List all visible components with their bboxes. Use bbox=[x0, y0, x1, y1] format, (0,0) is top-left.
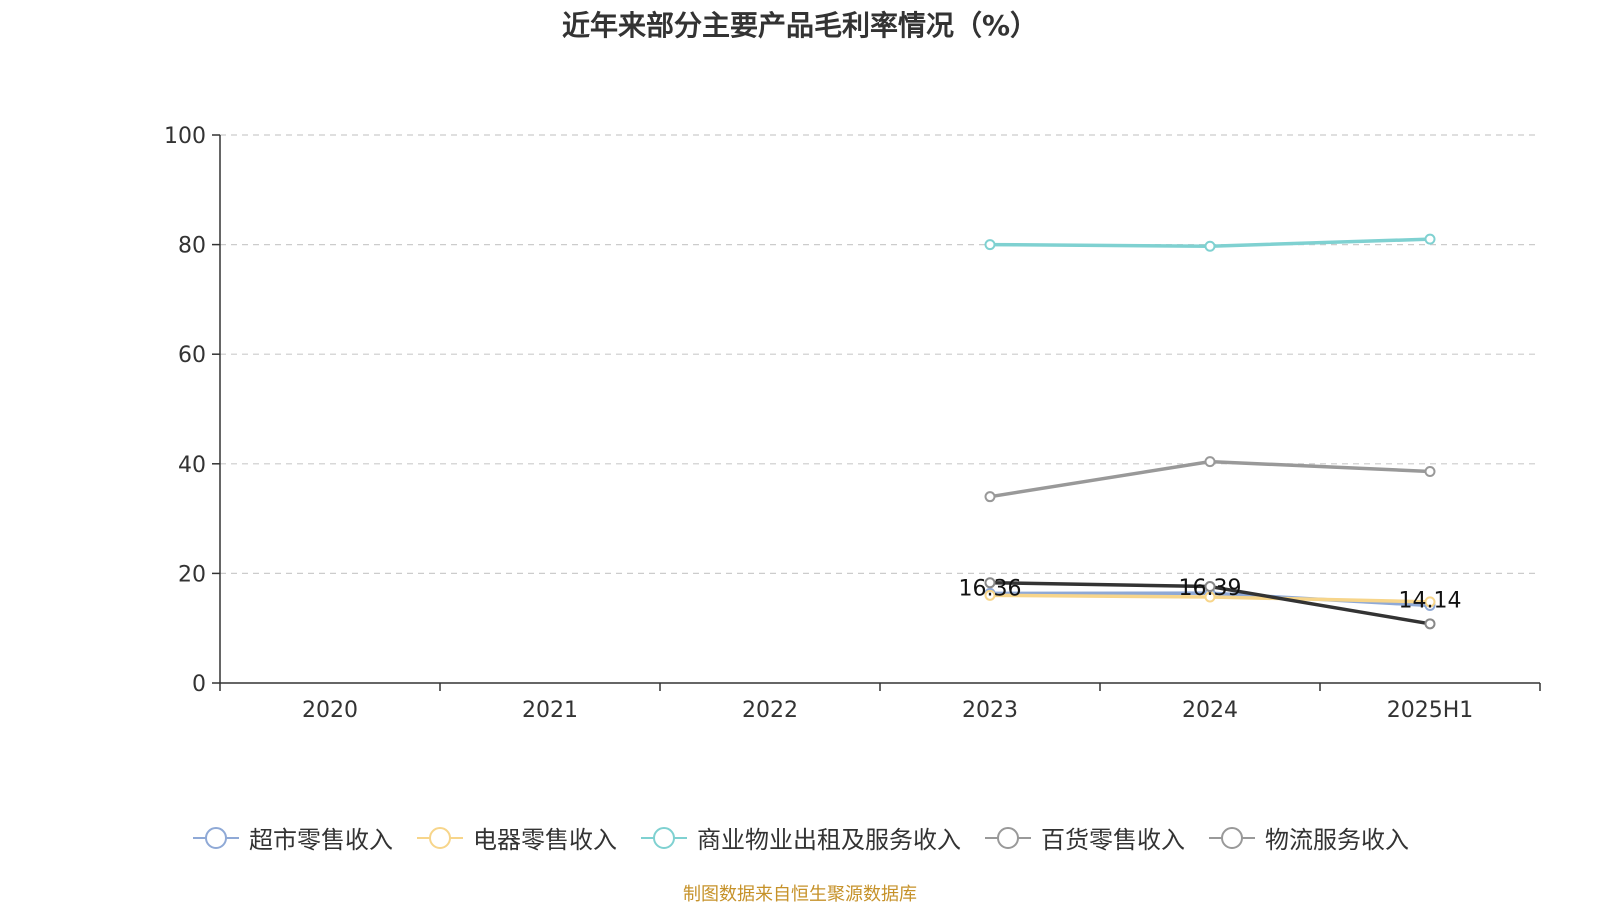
y-tick-label: 40 bbox=[178, 453, 206, 478]
legend-item[interactable]: 电器零售收入 bbox=[415, 820, 617, 855]
legend-marker-icon bbox=[641, 826, 687, 849]
legend-marker-icon bbox=[985, 826, 1031, 849]
x-tick-label: 2023 bbox=[962, 698, 1018, 723]
data-point bbox=[1204, 456, 1216, 468]
data-point bbox=[1424, 233, 1436, 245]
x-tick-label: 2021 bbox=[522, 698, 578, 723]
line-chart: 0 20 40 60 80 100 2020 2021 2022 2023 2024 2025H1 1… bbox=[164, 124, 1541, 723]
data-point bbox=[984, 589, 996, 601]
chart-title: 近年来部分主要产品毛利率情况（%） bbox=[561, 9, 1039, 42]
legend-marker-icon bbox=[193, 826, 239, 849]
series-lines bbox=[984, 233, 1436, 630]
legend-item[interactable]: 百货零售收入 bbox=[983, 820, 1185, 855]
y-tick-label: 60 bbox=[178, 343, 206, 368]
y-tick-label: 0 bbox=[192, 672, 206, 697]
data-point bbox=[984, 577, 996, 589]
source-note: 制图数据来自恒生聚源数据库 bbox=[683, 884, 917, 905]
axes: 0 20 40 60 80 100 2020 2021 2022 2023 2024 2025H1 bbox=[164, 124, 1541, 723]
data-labels: 16.36 16.39 14.14 bbox=[959, 576, 1462, 613]
x-tick-label: 2024 bbox=[1182, 698, 1238, 723]
data-point bbox=[1424, 618, 1436, 630]
data-label: 16.39 bbox=[1179, 576, 1242, 601]
legend-item[interactable]: 超市零售收入 bbox=[191, 820, 393, 855]
y-tick-label: 100 bbox=[164, 124, 206, 149]
data-point bbox=[1204, 581, 1216, 593]
y-tick-label: 80 bbox=[178, 234, 206, 259]
legend-label: 超市零售收入 bbox=[249, 826, 393, 854]
y-tick-label: 20 bbox=[178, 562, 206, 587]
legend-marker-icon bbox=[417, 826, 463, 849]
legend-label: 电器零售收入 bbox=[473, 826, 617, 854]
x-tick-label: 2020 bbox=[302, 698, 358, 723]
data-point bbox=[984, 239, 996, 251]
data-point bbox=[1204, 591, 1216, 603]
legend-marker-icon bbox=[1209, 826, 1255, 849]
legend: 超市零售收入 电器零售收入 商业物业出租及服务收入 百货零售收入 物流服务收入 bbox=[0, 820, 1600, 855]
data-label: 14.14 bbox=[1399, 589, 1462, 614]
data-point bbox=[1424, 465, 1436, 477]
legend-item[interactable]: 商业物业出租及服务收入 bbox=[639, 820, 961, 855]
x-tick-label: 2025H1 bbox=[1387, 698, 1474, 723]
data-label: 16.36 bbox=[959, 576, 1022, 601]
data-point bbox=[1204, 240, 1216, 252]
legend-label: 商业物业出租及服务收入 bbox=[697, 826, 961, 854]
legend-label: 物流服务收入 bbox=[1265, 826, 1409, 854]
data-point bbox=[984, 491, 996, 503]
legend-item[interactable]: 物流服务收入 bbox=[1207, 820, 1409, 855]
grid-lines bbox=[220, 134, 1540, 575]
data-point bbox=[1424, 596, 1436, 608]
x-tick-label: 2022 bbox=[742, 698, 798, 723]
legend-label: 百货零售收入 bbox=[1041, 826, 1185, 854]
